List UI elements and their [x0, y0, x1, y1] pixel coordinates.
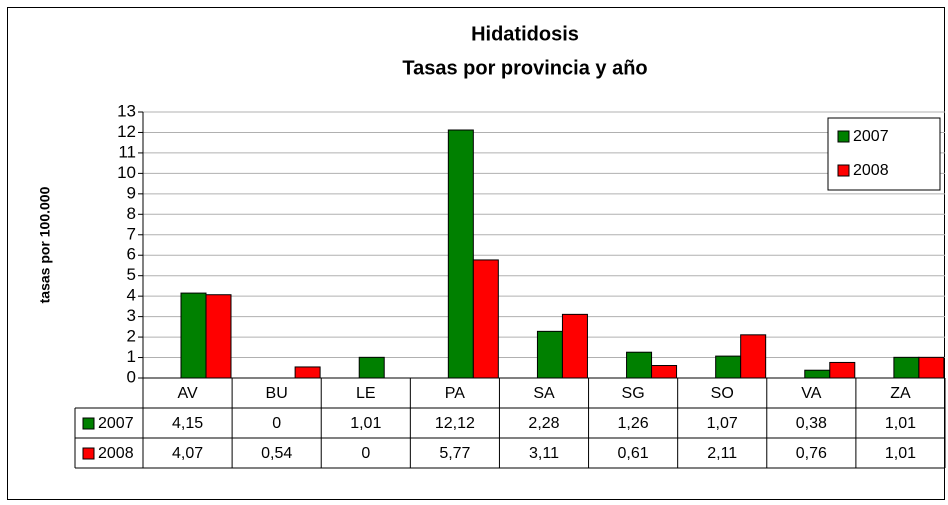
x-tick-label: BU — [266, 385, 288, 402]
table-value: 1,01 — [885, 415, 916, 432]
x-tick-label: SA — [533, 385, 555, 402]
bar — [358, 356, 385, 379]
table-value: 4,07 — [172, 445, 203, 462]
bar — [294, 366, 321, 379]
table-value: 4,15 — [172, 415, 203, 432]
y-tick-label: 6 — [127, 245, 136, 264]
y-tick-label: 12 — [117, 122, 136, 141]
table-value: 0 — [272, 415, 281, 432]
x-tick-label: AV — [177, 385, 197, 402]
bar — [804, 369, 831, 379]
bar — [536, 330, 563, 379]
legend-box — [827, 117, 941, 191]
table-value: 1,01 — [350, 415, 381, 432]
bar — [447, 129, 474, 379]
chart-title: Hidatidosis — [471, 23, 579, 45]
bar — [829, 361, 856, 379]
table-value: 1,07 — [707, 415, 738, 432]
legend-key — [837, 130, 850, 143]
bar — [472, 259, 499, 379]
table-value: 0,38 — [796, 415, 827, 432]
y-axis-label: tasas por 100.000 — [37, 186, 53, 303]
y-tick-label: 2 — [127, 327, 136, 346]
y-tick-label: 4 — [127, 286, 136, 305]
x-tick-label: SO — [711, 385, 734, 402]
y-tick-label: 1 — [127, 347, 136, 366]
x-tick-label: LE — [356, 385, 376, 402]
table-legend-key — [82, 447, 95, 460]
table-value: 2,11 — [707, 445, 737, 462]
bar — [893, 356, 920, 379]
chart-subtitle: Tasas por provincia y año — [402, 57, 647, 79]
table-value: 3,11 — [529, 445, 559, 462]
x-tick-label: PA — [445, 385, 465, 402]
table-value: 5,77 — [439, 445, 470, 462]
bar — [561, 313, 588, 379]
y-tick-label: 10 — [117, 163, 136, 182]
table-legend-key — [82, 417, 95, 430]
table-value: 0 — [361, 445, 370, 462]
y-tick-label: 11 — [118, 142, 136, 161]
y-tick-label: 0 — [127, 367, 136, 386]
table-value: 0,76 — [796, 445, 827, 462]
bar — [715, 355, 742, 379]
y-tick-label: 5 — [127, 265, 136, 284]
chart-frame — [7, 7, 945, 500]
table-value: 0,61 — [618, 445, 649, 462]
y-tick-label: 9 — [127, 183, 136, 202]
x-tick-label: ZA — [890, 385, 911, 402]
bar — [740, 334, 767, 379]
y-tick-label: 13 — [117, 101, 136, 120]
legend-label: 2008 — [853, 162, 889, 179]
bar — [626, 351, 653, 379]
table-value: 1,26 — [618, 415, 649, 432]
y-tick-label: 3 — [127, 306, 136, 325]
table-value: 1,01 — [885, 445, 916, 462]
bar — [180, 292, 207, 379]
table-row-label: 2008 — [98, 445, 134, 462]
x-tick-label: SG — [622, 385, 645, 402]
table-value: 12,12 — [435, 415, 475, 432]
bar — [918, 356, 945, 379]
legend-key — [837, 164, 850, 177]
bar — [205, 294, 232, 379]
x-tick-label: VA — [801, 385, 821, 402]
legend-label: 2007 — [853, 128, 889, 145]
y-tick-label: 8 — [127, 204, 136, 223]
y-tick-label: 7 — [127, 224, 136, 243]
bar — [651, 365, 678, 379]
table-value: 2,28 — [528, 415, 559, 432]
table-row-label: 2007 — [98, 415, 134, 432]
table-value: 0,54 — [261, 445, 292, 462]
